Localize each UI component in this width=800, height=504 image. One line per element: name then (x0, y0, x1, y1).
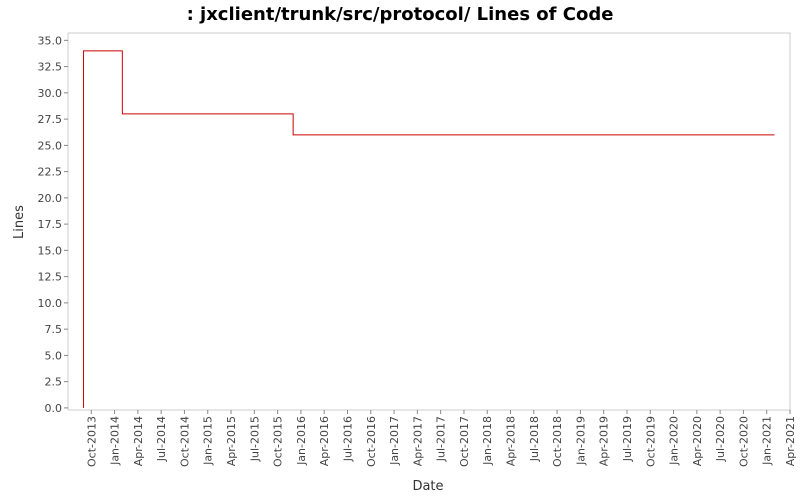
x-tick-label: Jan-2020 (668, 416, 681, 466)
x-tick-label: Jan-2016 (295, 416, 308, 466)
y-tick-label: 7.5 (45, 323, 63, 336)
x-tick-label: Jan-2014 (109, 416, 122, 466)
x-tick-label: Oct-2020 (737, 416, 750, 467)
y-tick-label: 12.5 (38, 271, 63, 284)
plot-area (67, 32, 791, 411)
x-tick-label: Jul-2017 (435, 416, 448, 462)
x-tick-label: Jan-2015 (202, 416, 215, 466)
x-tick-label: Jan-2018 (481, 416, 494, 466)
y-tick-label: 30.0 (38, 87, 63, 100)
y-tick-label: 25.0 (38, 139, 63, 152)
x-tick-label: Jan-2017 (388, 416, 401, 466)
x-tick-label: Apr-2021 (784, 416, 797, 466)
x-tick-label: Jul-2016 (341, 416, 354, 462)
x-tick-label: Oct-2019 (644, 416, 657, 467)
x-tick-label: Jul-2018 (528, 416, 541, 462)
y-tick-label: 0.0 (45, 402, 63, 415)
x-tick-label: Apr-2019 (598, 416, 611, 466)
y-tick-label: 35.0 (38, 34, 63, 47)
x-tick-label: Jan-2021 (761, 416, 774, 466)
y-tick-label: 5.0 (45, 349, 63, 362)
x-tick-label: Apr-2015 (225, 416, 238, 466)
x-tick-label: Apr-2017 (411, 416, 424, 466)
y-axis-label: Lines (12, 205, 27, 239)
x-tick-label: Jul-2019 (621, 416, 634, 462)
y-tick-label: 15.0 (38, 244, 63, 257)
x-tick-label: Jul-2014 (155, 416, 168, 462)
x-tick-label: Oct-2018 (551, 416, 564, 467)
y-tick-label: 32.5 (38, 61, 63, 74)
x-axis-label: Date (412, 479, 443, 494)
x-tick-label: Jul-2020 (714, 416, 727, 462)
x-tick-label: Apr-2020 (691, 416, 704, 466)
x-tick-label: Jul-2015 (248, 416, 261, 462)
x-tick-label: Oct-2015 (272, 416, 285, 467)
x-tick-label: Apr-2016 (318, 416, 331, 466)
y-tick-label: 22.5 (38, 166, 63, 179)
y-tick-label: 27.5 (38, 113, 63, 126)
x-tick-label: Oct-2013 (85, 416, 98, 467)
step-line (83, 50, 775, 408)
x-tick-label: Oct-2016 (365, 416, 378, 467)
y-tick-label: 17.5 (38, 218, 63, 231)
x-tick-label: Jan-2019 (574, 416, 587, 466)
x-tick-label: Apr-2018 (505, 416, 518, 466)
y-tick-label: 20.0 (38, 192, 63, 205)
x-tick-label: Oct-2017 (458, 416, 471, 467)
x-tick-label: Apr-2014 (132, 416, 145, 466)
y-tick-label: 10.0 (38, 297, 63, 310)
chart-title: : jxclient/trunk/src/protocol/ Lines of … (187, 4, 614, 25)
y-tick-label: 2.5 (45, 376, 63, 389)
x-tick-label: Oct-2014 (178, 416, 191, 467)
